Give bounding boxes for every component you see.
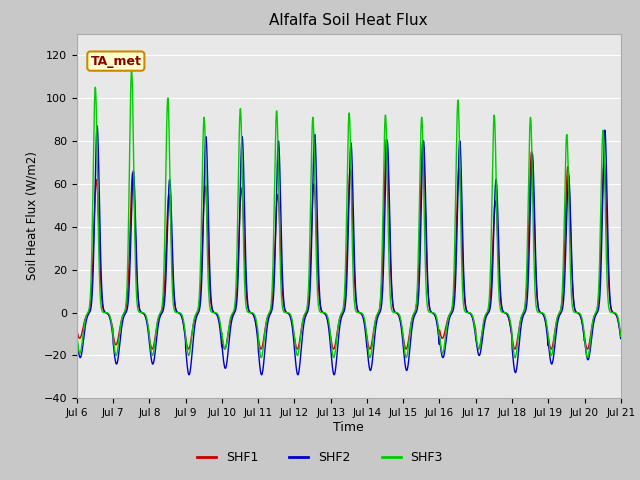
SHF1: [73, 327, 81, 333]
Y-axis label: Soil Heat Flux (W/m2): Soil Heat Flux (W/m2): [25, 152, 38, 280]
SHF1: [616, 330, 624, 336]
SHF1: [617, 334, 625, 339]
Line: SHF1: SHF1: [77, 139, 621, 349]
SHF1: [441, 330, 449, 336]
Line: SHF3: SHF3: [77, 70, 621, 358]
SHF3: [616, 329, 624, 335]
SHF1: [328, 344, 336, 349]
SHF3: [471, 323, 479, 329]
SHF3: [502, 310, 509, 315]
SHF3: [171, 308, 179, 314]
SHF1: [471, 322, 479, 327]
Title: Alfalfa Soil Heat Flux: Alfalfa Soil Heat Flux: [269, 13, 428, 28]
SHF2: [73, 336, 81, 341]
SHF1: [502, 310, 509, 316]
SHF1: [383, 136, 390, 142]
SHF2: [441, 349, 449, 355]
SHF3: [617, 334, 625, 339]
SHF3: [584, 355, 591, 360]
SHF2: [471, 327, 479, 333]
X-axis label: Time: Time: [333, 421, 364, 434]
SHF1: [171, 300, 179, 305]
SHF3: [128, 67, 136, 73]
SHF2: [616, 331, 624, 337]
SHF3: [328, 350, 336, 356]
Legend: SHF1, SHF2, SHF3: SHF1, SHF2, SHF3: [192, 446, 448, 469]
Line: SHF2: SHF2: [77, 126, 621, 375]
SHF2: [330, 372, 338, 378]
SHF2: [617, 336, 625, 341]
SHF2: [502, 310, 509, 316]
Text: TA_met: TA_met: [90, 55, 141, 68]
SHF2: [93, 123, 101, 129]
SHF3: [73, 332, 81, 338]
SHF3: [441, 342, 449, 348]
SHF1: [475, 346, 483, 352]
SHF2: [328, 364, 336, 370]
SHF2: [171, 298, 179, 303]
